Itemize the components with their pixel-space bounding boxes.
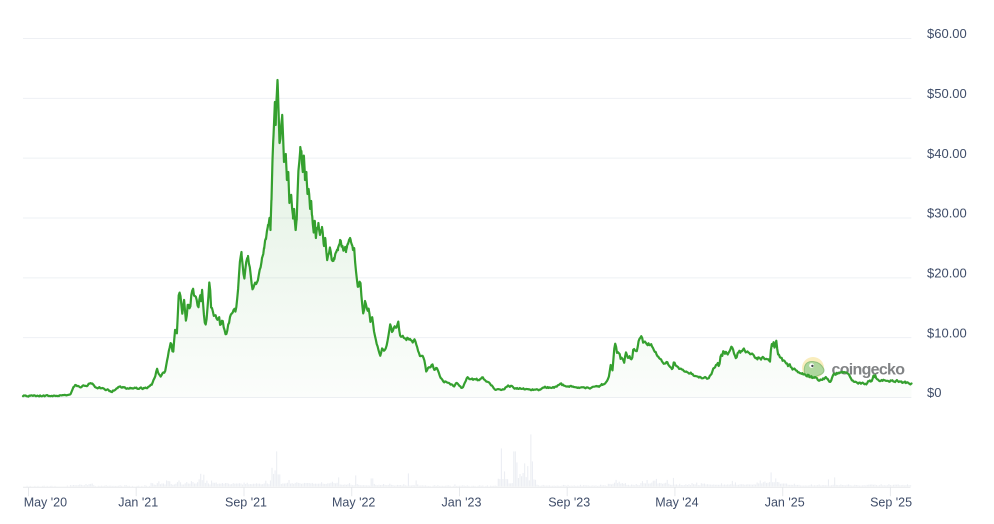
svg-text:Jan '21: Jan '21 — [118, 495, 158, 509]
svg-text:May '20: May '20 — [24, 495, 67, 509]
svg-text:May '24: May '24 — [655, 495, 698, 509]
svg-text:Jan '23: Jan '23 — [442, 495, 482, 509]
svg-text:$0: $0 — [927, 385, 941, 400]
svg-text:Sep '23: Sep '23 — [548, 495, 590, 509]
svg-text:$20.00: $20.00 — [927, 266, 967, 281]
svg-text:Sep '21: Sep '21 — [225, 495, 267, 509]
svg-text:Sep '25: Sep '25 — [870, 495, 912, 509]
svg-text:$60.00: $60.00 — [927, 26, 967, 41]
svg-text:$40.00: $40.00 — [927, 146, 967, 161]
svg-text:$10.00: $10.00 — [927, 325, 967, 340]
svg-text:$30.00: $30.00 — [927, 206, 967, 221]
svg-text:Jan '25: Jan '25 — [765, 495, 805, 509]
svg-text:May '22: May '22 — [332, 495, 375, 509]
svg-text:$50.00: $50.00 — [927, 86, 967, 101]
svg-text:coingecko: coingecko — [832, 362, 906, 379]
